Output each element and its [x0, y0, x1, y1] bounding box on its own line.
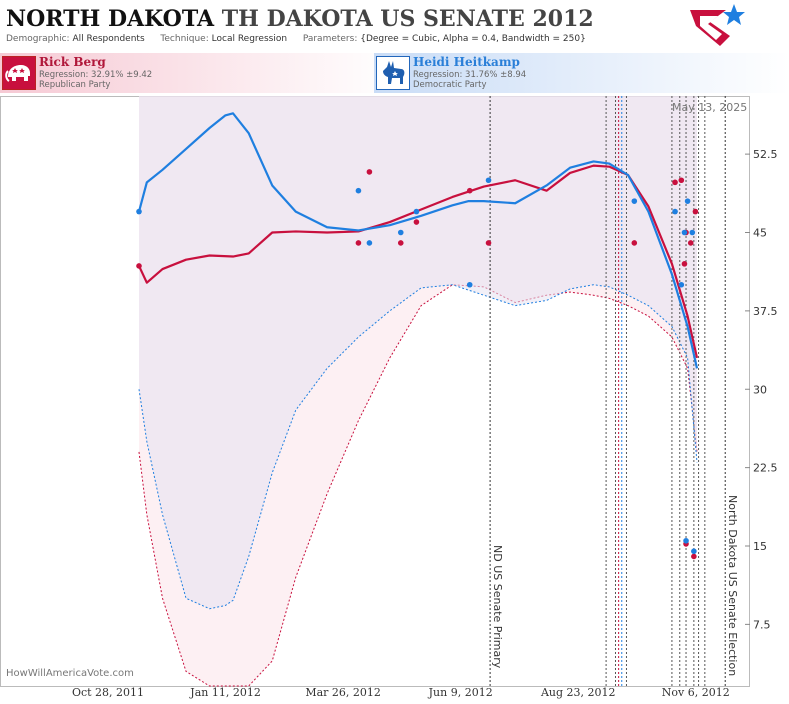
- rep-poll-point: [692, 208, 699, 215]
- rep-regression: Regression: 32.91% ±9.42: [39, 70, 153, 80]
- x-tick-label: Aug 23, 2012: [540, 686, 616, 699]
- elephant-icon: [2, 56, 36, 90]
- dem-confidence-band: [139, 96, 697, 609]
- rep-lower-bound: [138, 284, 698, 687]
- x-tick-label: Jun 9, 2012: [428, 686, 493, 699]
- rep-poll-point: [681, 261, 688, 267]
- candidate-bar: Rick Berg Regression: 32.91% ±9.42 Repub…: [0, 53, 789, 93]
- rep-poll-point: [691, 553, 697, 560]
- dem-poll-point: [355, 187, 362, 194]
- demographic-value: All Respondents: [72, 34, 145, 44]
- rep-poll-point: [466, 187, 473, 194]
- dem-poll-point: [689, 229, 696, 236]
- x-tick-label: Oct 28, 2011: [72, 686, 144, 699]
- dem-lower-bound: [138, 284, 698, 610]
- dem-poll-point: [366, 240, 373, 246]
- rep-poll-point: [397, 240, 404, 246]
- rep-poll-point: [355, 240, 362, 246]
- title-race: TH DAKOTA US SENATE 2012: [221, 6, 594, 32]
- regression-chart: ND US Senate Primary North Dakota US Sena…: [0, 96, 778, 699]
- dem-poll-point: [684, 198, 691, 204]
- dem-poll-point: [683, 537, 689, 544]
- technique-label: Technique:: [160, 34, 209, 44]
- dem-poll-point: [678, 281, 685, 288]
- x-tick-label: Nov 6, 2012: [662, 686, 730, 699]
- rep-party: Republican Party: [39, 80, 111, 90]
- title-state: NORTH DAKOTA: [6, 6, 215, 32]
- rep-poll-point: [631, 240, 638, 246]
- dem-poll-point: [136, 208, 142, 215]
- y-tick-label: 7.5: [753, 618, 771, 631]
- event-label: North Dakota US Senate Election: [726, 495, 739, 676]
- x-tick-label: Jan 11, 2012: [189, 686, 261, 699]
- parameters-value: {Degree = Cubic, Alpha = 0.4, Bandwidth …: [360, 34, 586, 44]
- rep-poll-point: [672, 179, 678, 186]
- dem-poll-point: [672, 208, 678, 215]
- rep-poll-point: [366, 169, 373, 175]
- dem-party: Democratic Party: [413, 80, 487, 90]
- y-tick-label: 22.5: [753, 462, 778, 475]
- candidate-heidi-heitkamp: Heidi Heitkamp Regression: 31.76% ±8.94 …: [374, 53, 789, 93]
- y-tick-label: 30: [753, 383, 767, 396]
- chart-title: NORTH DAKOTA TH DAKOTA US SENATE 2012: [6, 6, 594, 32]
- y-tick-label: 37.5: [753, 305, 778, 318]
- dem-candidate-name: Heidi Heitkamp: [413, 55, 520, 69]
- event-label: ND US Senate Primary: [491, 545, 504, 669]
- demographic-label: Demographic:: [6, 34, 70, 44]
- flag-star-logo-icon: [690, 4, 745, 46]
- dem-poll-point: [466, 281, 473, 288]
- current-date: May 13, 2025: [672, 101, 748, 114]
- dem-poll-point: [691, 548, 697, 555]
- dem-poll-point: [397, 229, 404, 236]
- dem-poll-point: [681, 229, 688, 236]
- dem-regression-line: [137, 112, 699, 369]
- rep-poll-point: [687, 240, 694, 246]
- parameters-label: Parameters:: [302, 34, 358, 44]
- dem-regression: Regression: 31.76% ±8.94: [413, 70, 527, 80]
- technique-value: Local Regression: [211, 34, 288, 44]
- donkey-icon: [376, 56, 410, 90]
- rep-poll-point: [678, 177, 685, 184]
- x-tick-label: Mar 26, 2012: [305, 686, 381, 699]
- rep-candidate-name: Rick Berg: [39, 55, 106, 69]
- dem-poll-point: [631, 198, 638, 204]
- rep-poll-point: [413, 219, 420, 225]
- watermark: HowWillAmericaVote.com: [6, 668, 134, 679]
- y-tick-label: 45: [753, 227, 767, 240]
- dem-poll-point: [485, 177, 492, 184]
- dem-poll-point: [413, 208, 420, 215]
- y-tick-label: 15: [753, 540, 767, 553]
- rep-poll-point: [136, 263, 142, 269]
- rep-poll-point: [485, 240, 492, 246]
- parameters-line: Demographic: All Respondents Technique: …: [6, 34, 586, 44]
- y-tick-label: 52.5: [753, 148, 778, 161]
- candidate-rick-berg: Rick Berg Regression: 32.91% ±9.42 Repub…: [0, 53, 394, 93]
